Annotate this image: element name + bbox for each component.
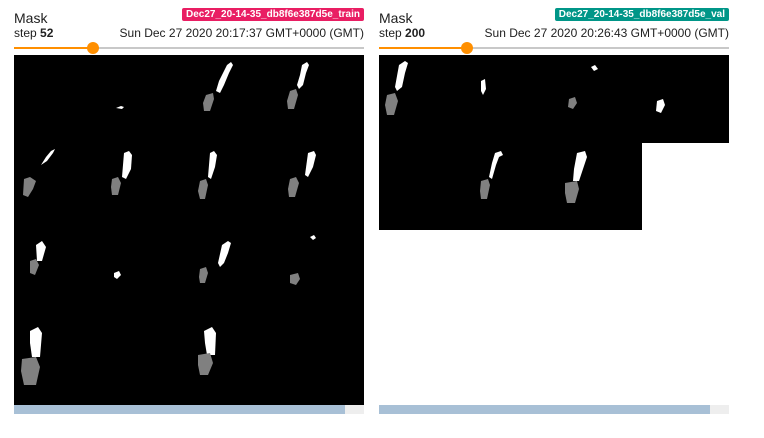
image-card-val: Dec27_20-14-35_db8f6e387d5e_val Mask ste… [379, 0, 729, 438]
mask-image [379, 55, 729, 230]
image-card-train: Dec27_20-14-35_db8f6e387d5e_train Mask s… [14, 0, 364, 438]
slider-fill [14, 47, 93, 49]
step-label: step [14, 26, 37, 40]
card-title: Mask [379, 10, 413, 26]
card-title: Mask [14, 10, 48, 26]
scrollbar-thumb[interactable] [14, 405, 345, 414]
mask-image [14, 55, 364, 405]
horizontal-scrollbar[interactable] [14, 405, 364, 414]
slider-fill [379, 47, 467, 49]
step-value: 52 [40, 26, 54, 40]
slider-thumb[interactable] [86, 42, 99, 54]
slider-track[interactable] [379, 47, 729, 49]
slider-track[interactable] [14, 47, 364, 49]
step-label: step [379, 26, 402, 40]
scrollbar-thumb[interactable] [379, 405, 710, 414]
step-indicator: step 52 [14, 26, 53, 40]
mask-grid-image [14, 55, 364, 405]
step-slider[interactable] [379, 41, 729, 55]
run-tag-badge: Dec27_20-14-35_db8f6e387d5e_val [554, 8, 729, 21]
step-indicator: step 200 [379, 26, 425, 40]
timestamp: Sun Dec 27 2020 20:26:43 GMT+0000 (GMT) [484, 26, 729, 40]
slider-thumb[interactable] [460, 42, 473, 54]
mask-grid-image [379, 55, 729, 230]
horizontal-scrollbar[interactable] [379, 405, 729, 414]
step-value: 200 [405, 26, 426, 40]
timestamp: Sun Dec 27 2020 20:17:37 GMT+0000 (GMT) [119, 26, 364, 40]
run-tag-badge: Dec27_20-14-35_db8f6e387d5e_train [182, 8, 364, 21]
step-slider[interactable] [14, 41, 364, 55]
